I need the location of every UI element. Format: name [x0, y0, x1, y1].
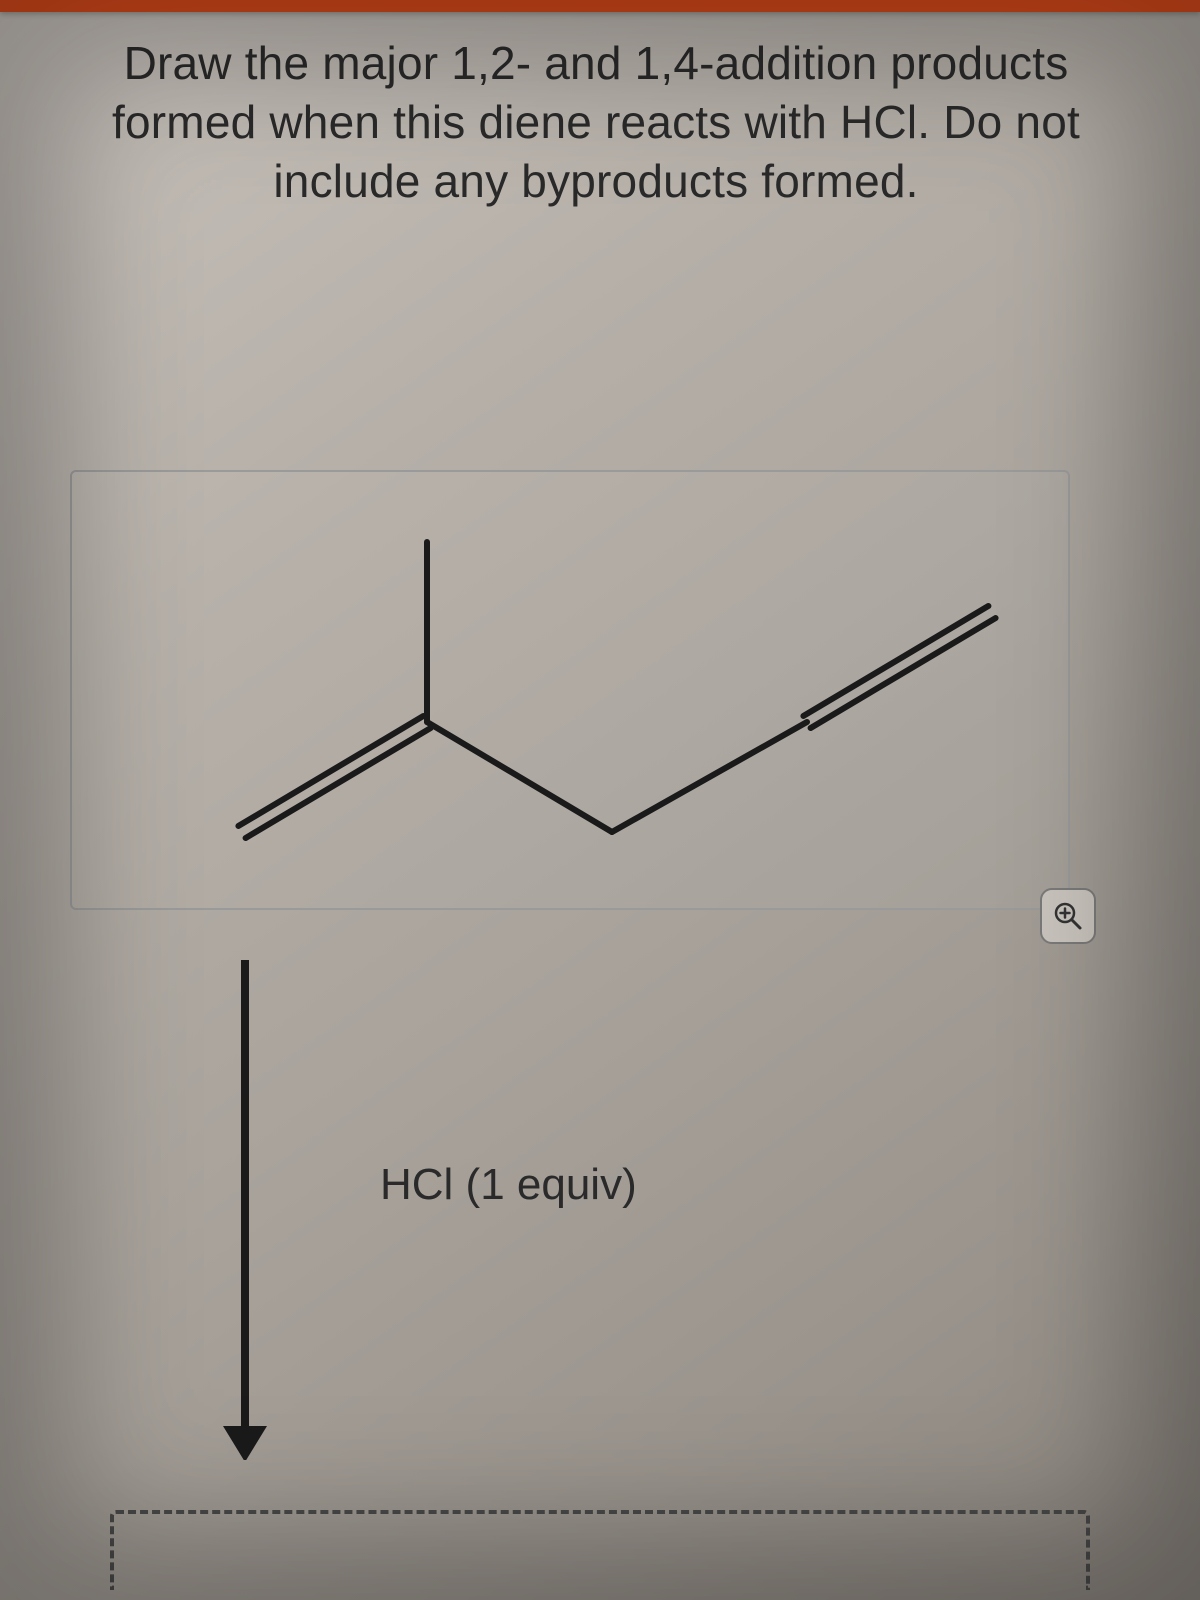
question-line-1: Draw the major 1,2- and 1,4-addition pro… [124, 37, 1069, 89]
diene-structure-panel [70, 470, 1070, 910]
down-arrow-svg [215, 960, 275, 1460]
answer-drop-area[interactable] [110, 1510, 1090, 1590]
question-text: Draw the major 1,2- and 1,4-addition pro… [0, 0, 1200, 211]
question-line-3: include any byproducts formed. [273, 155, 918, 207]
magnify-plus-icon [1053, 901, 1083, 931]
reaction-arrow [215, 960, 275, 1460]
reagent-label: HCl (1 equiv) [380, 1160, 637, 1210]
accent-top-bar [0, 0, 1200, 12]
question-line-2: formed when this diene reacts with HCl. … [112, 96, 1080, 148]
diene-skeletal-svg [72, 472, 1072, 912]
zoom-in-icon[interactable] [1040, 888, 1096, 944]
